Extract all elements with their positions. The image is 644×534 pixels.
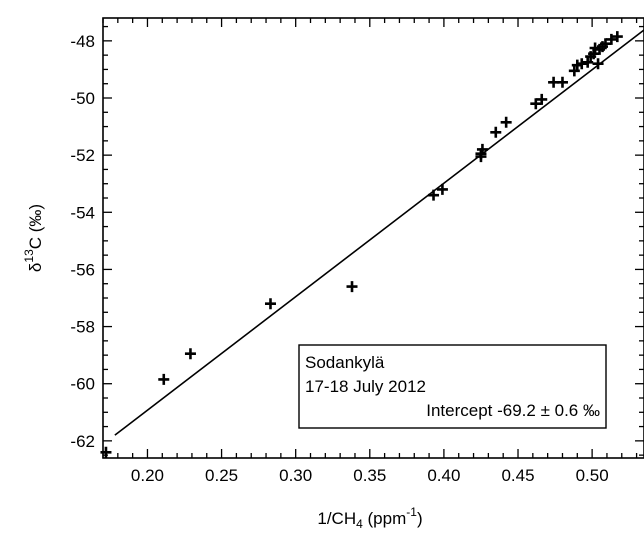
y-axis-title-sup: 13 [22,249,36,263]
x-tick-label: 0.20 [131,466,164,485]
data-point [568,65,580,77]
data-point [556,76,568,88]
y-tick-label: -50 [70,89,95,108]
data-point [346,281,358,293]
x-tick-label: 0.30 [279,466,312,485]
y-tick-label: -52 [70,146,95,165]
x-axis-title-unit: (ppm [363,509,406,528]
legend-line-2: 17-18 July 2012 [305,377,426,396]
data-point [476,143,488,155]
y-axis-title: δ13C (‰) [22,204,45,272]
x-tick-label: 0.45 [501,466,534,485]
x-tick-label: 0.25 [205,466,238,485]
data-point [490,126,502,138]
y-tick-label: -60 [70,375,95,394]
fit-line [114,29,644,436]
legend-line-1: Sodankylä [305,353,385,372]
x-tick-label: 0.40 [427,466,460,485]
data-point [436,183,448,195]
x-axis-title: 1/CH4 (ppm-1) [317,505,422,531]
x-axis-title-close: ) [417,509,423,528]
y-tick-label: -56 [70,260,95,279]
y-axis-title-delta: δ [26,263,45,272]
x-axis-title-sub: 4 [356,517,363,531]
y-tick-label: -58 [70,318,95,337]
legend-box: Sodankylä 17-18 July 2012 Intercept -69.… [298,344,607,429]
data-point [100,446,112,458]
x-tick-label: 0.50 [576,466,609,485]
plot-frame [102,17,644,459]
data-point [611,31,623,43]
data-point [588,48,600,60]
data-point [582,56,594,68]
legend-frame [298,344,607,429]
y-tick-label: -54 [70,203,95,222]
data-point [428,189,440,201]
axis-tick-labels: 0.20 0.25 0.30 0.35 0.40 0.45 0.50 -62 -60 -58 -56… [70,32,608,485]
data-points [100,31,623,458]
x-axis-title-main: 1/CH [317,509,356,528]
y-tick-label: -62 [70,432,95,451]
legend-line-3: Intercept -69.2 ± 0.6 ‰ [426,401,600,420]
data-point [536,93,548,105]
x-tick-label: 0.35 [353,466,386,485]
data-point [500,116,512,128]
data-point [530,98,542,110]
data-point [264,298,276,310]
data-point [576,58,588,70]
data-point [158,373,170,385]
y-axis-title-main: C (‰) [26,204,45,249]
data-point [605,33,617,45]
data-point [184,348,196,360]
data-point [592,58,604,70]
x-axis-title-sup: -1 [406,505,417,519]
data-point [599,38,611,50]
y-tick-label: -48 [70,32,95,51]
